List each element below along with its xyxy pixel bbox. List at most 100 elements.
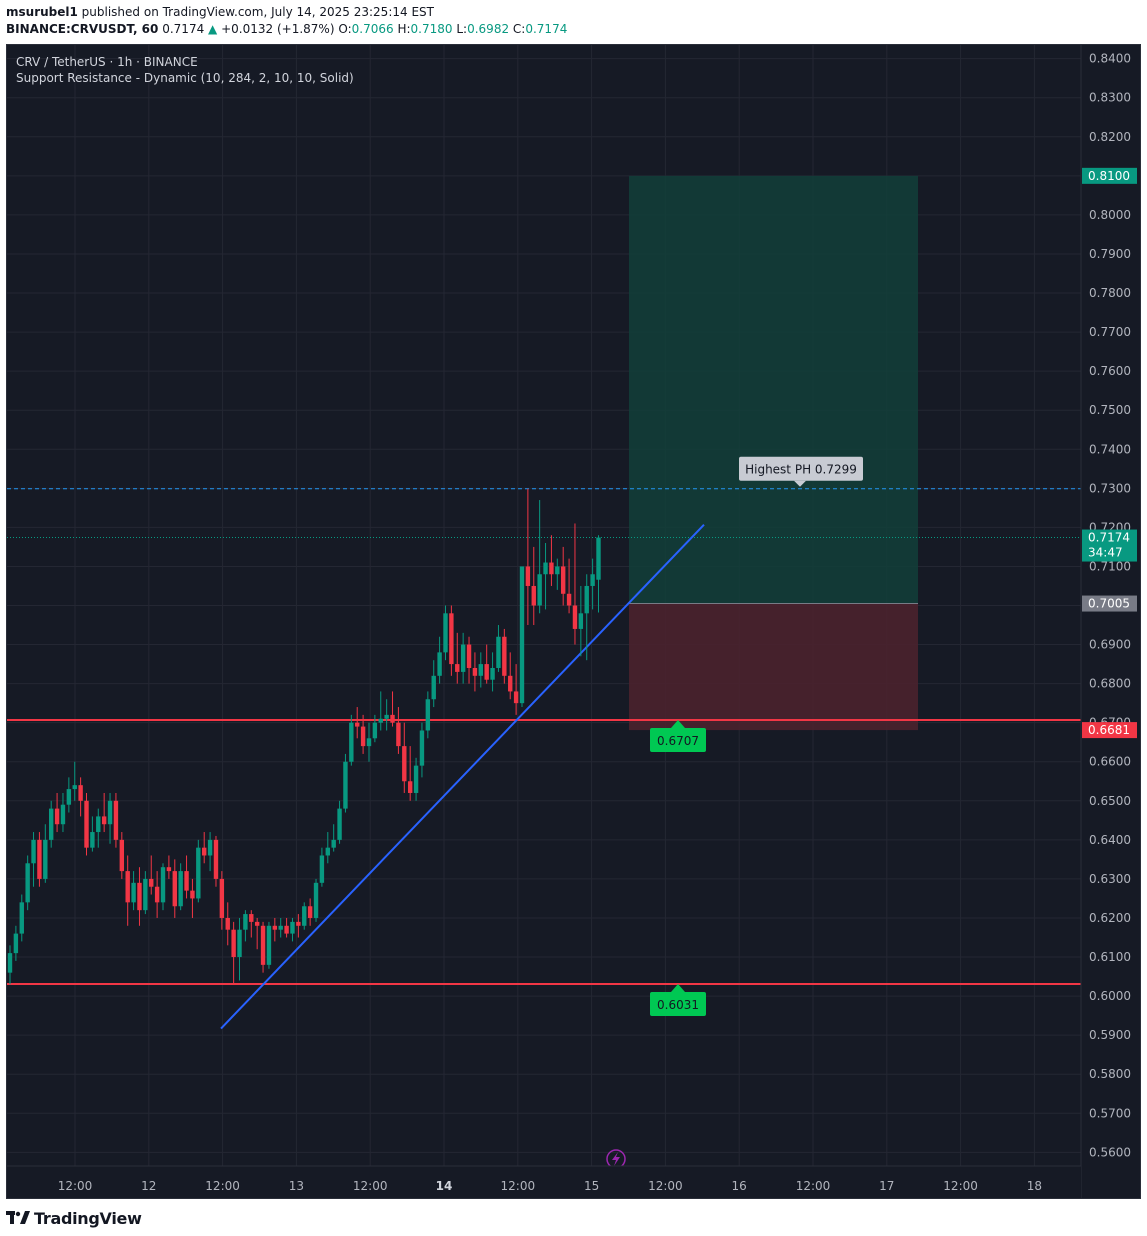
candle-body [37, 839, 42, 879]
candle-body [7, 953, 13, 973]
highest-ph-label: Highest PH 0.7299 [739, 456, 863, 487]
candle [343, 753, 348, 813]
axis-badge-entry: 0.7005 [1082, 595, 1137, 612]
candle-body [237, 929, 242, 958]
candle [407, 746, 413, 801]
axis-badge-box [1082, 529, 1137, 562]
candle [119, 832, 125, 879]
candle-body [331, 839, 336, 848]
candle-body [325, 847, 330, 856]
y-tick-label: 0.6100 [1089, 950, 1131, 964]
candle-body [402, 746, 407, 782]
candle-body [443, 613, 448, 653]
candle [349, 714, 354, 766]
candle-body [172, 871, 177, 907]
candle [143, 871, 148, 915]
candle [202, 832, 207, 864]
candle-body [431, 675, 436, 700]
close-value: 0.7174 [525, 22, 568, 36]
indicator-legend[interactable]: Support Resistance - Dynamic (10, 284, 2… [16, 71, 354, 85]
candle [472, 652, 478, 692]
candle [508, 652, 513, 700]
candle-body [419, 730, 425, 766]
candle [54, 792, 60, 833]
candle [413, 757, 419, 801]
candle [460, 632, 466, 684]
candle [19, 894, 24, 942]
ohlc-bar: BINANCE:CRVUSDT, 60 0.7174 ▲ +0.0132 (+1… [6, 21, 567, 38]
candle-body [307, 906, 313, 918]
axis-badge-box [1082, 595, 1137, 612]
candle-body [131, 882, 136, 903]
x-tick-label: 18 [1027, 1179, 1042, 1193]
axis-badge-text: 0.8100 [1088, 169, 1130, 183]
candle [113, 792, 119, 848]
candle-body [184, 871, 189, 891]
chart-legend-title[interactable]: CRV / TetherUS · 1h · BINANCE [16, 55, 198, 69]
candle [278, 917, 283, 938]
candle-body [490, 667, 495, 680]
candle [90, 816, 95, 852]
candle [296, 914, 301, 938]
candle [196, 839, 201, 903]
level-label-text: 0.6707 [657, 734, 699, 748]
x-tick-label: 15 [584, 1179, 599, 1193]
y-tick-label: 0.6200 [1089, 911, 1131, 925]
candle [72, 761, 77, 801]
candle [137, 867, 142, 926]
price-chart[interactable]: Highest PH 0.7299 0.6707 0.6031 0.5600 0.570… [7, 45, 1141, 1199]
candle [337, 800, 342, 844]
candle-body [19, 902, 24, 934]
candle-body [290, 921, 295, 934]
candle [325, 832, 330, 864]
price-axis [1081, 45, 1140, 1198]
y-tick-label: 0.8200 [1089, 130, 1131, 144]
candle [378, 691, 383, 731]
candle [237, 917, 242, 981]
open-label: O: [338, 22, 352, 36]
candle-body [566, 593, 572, 606]
grid-lines [7, 45, 1081, 1166]
candle-body [302, 906, 307, 926]
candle [355, 707, 360, 739]
candle-body [178, 871, 183, 907]
y-tick-label: 0.8300 [1089, 91, 1131, 105]
candle [172, 859, 177, 918]
y-tick-label: 0.6300 [1089, 872, 1131, 886]
highest-ph-label-pointer [794, 480, 806, 487]
candle-body [243, 914, 248, 930]
candle-body [531, 585, 536, 606]
axis-badge-stop: 0.6681 [1082, 722, 1137, 739]
candle [484, 644, 489, 684]
candle [519, 566, 525, 708]
candle [566, 558, 572, 614]
y-tick-label: 0.5900 [1089, 1028, 1131, 1042]
candle [107, 792, 113, 844]
candle-body [555, 566, 560, 575]
candle [225, 902, 230, 946]
candle [360, 714, 366, 754]
candle-body [349, 722, 354, 762]
candle-body [84, 800, 89, 848]
candle-body [437, 652, 442, 676]
candle [555, 558, 560, 590]
candle [154, 871, 160, 918]
candle-body [502, 636, 507, 676]
candle-body [278, 925, 283, 930]
candle [425, 691, 431, 739]
candle [384, 699, 389, 731]
footer-logo[interactable]: TradingView [6, 1207, 142, 1229]
candle-body [343, 761, 348, 809]
y-tick-label: 0.7600 [1089, 364, 1131, 378]
low-label: L: [456, 22, 468, 36]
candle-body [31, 839, 36, 864]
level-label-resistance: 0.6707 [650, 719, 706, 752]
time-axis [7, 1166, 1081, 1198]
candle [249, 910, 254, 938]
candle-body [266, 925, 272, 965]
axis-badge-countdown: 34:47 [1088, 546, 1123, 560]
level-label-pointer [671, 719, 685, 728]
candle [31, 832, 36, 887]
candle [78, 777, 83, 817]
chart-panel[interactable]: Highest PH 0.7299 0.6707 0.6031 0.5600 0.570… [6, 44, 1141, 1199]
